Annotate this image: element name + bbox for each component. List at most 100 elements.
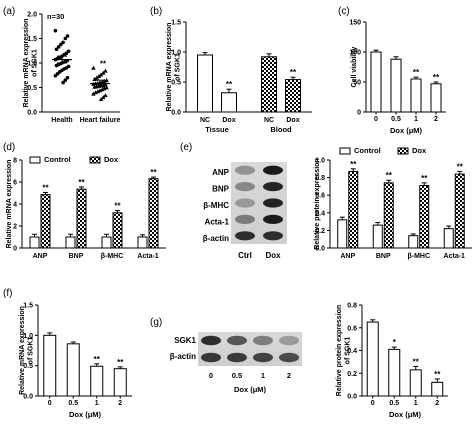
significance-label: ** bbox=[413, 357, 420, 366]
data-point-health bbox=[63, 78, 68, 82]
y-axis-label: Relative mRNA expression bbox=[166, 23, 173, 112]
bar-control bbox=[101, 236, 112, 249]
bar bbox=[43, 334, 57, 397]
blot-band bbox=[201, 335, 221, 346]
significance-label: * bbox=[393, 338, 397, 347]
y-tick-label: 0 bbox=[357, 110, 361, 117]
blot-band bbox=[235, 182, 255, 192]
blot-row-label: β-actin bbox=[170, 352, 196, 361]
y-tick-label: 8 bbox=[13, 158, 17, 165]
x-tick-label: 0 bbox=[374, 116, 378, 123]
y-tick-label: 0.5 bbox=[27, 85, 37, 92]
panel-label-a: (a) bbox=[3, 6, 15, 17]
data-point-health bbox=[53, 28, 58, 33]
blot-row-label: BNP bbox=[212, 185, 230, 194]
bar bbox=[66, 343, 80, 397]
y-tick-label: 0.6 bbox=[315, 193, 325, 200]
bar bbox=[197, 54, 213, 113]
sample-size-annotation: n=30 bbox=[47, 12, 64, 21]
blot-band bbox=[235, 231, 255, 241]
y-tick-label: 0.4 bbox=[315, 210, 325, 217]
bar bbox=[431, 381, 444, 397]
data-point-health bbox=[53, 73, 58, 78]
bar-control bbox=[443, 228, 454, 249]
x-tick-label: 1 bbox=[95, 400, 99, 407]
data-point-heart-failure bbox=[93, 90, 98, 95]
data-point-heart-failure bbox=[98, 72, 104, 77]
data-point-health bbox=[65, 75, 70, 80]
x-axis-label: Dox (μM) bbox=[389, 410, 422, 419]
x-tick-label: 2 bbox=[434, 116, 438, 123]
x-tick-label: 2 bbox=[435, 400, 439, 407]
x-tick-label: 0.5 bbox=[391, 116, 401, 123]
blot-lane-label: 2 bbox=[287, 371, 291, 380]
y-tick-label: 0.0 bbox=[347, 394, 357, 401]
y-axis-label: of SGK1 bbox=[175, 53, 182, 81]
y-axis-label: Cell viability bbox=[351, 46, 358, 87]
significance-label: ** bbox=[386, 171, 393, 180]
data-point-health bbox=[59, 42, 63, 47]
blot-row-label: β-MHC bbox=[203, 201, 229, 210]
data-point-heart-failure bbox=[94, 75, 99, 80]
western-blot-e bbox=[231, 162, 287, 244]
bar bbox=[430, 83, 442, 113]
y-tick-label: 0.2 bbox=[315, 228, 325, 235]
y-tick-label: 0.6 bbox=[347, 325, 357, 332]
x-tick-label: 0.5 bbox=[389, 400, 399, 407]
y-tick-label: 1.5 bbox=[23, 303, 33, 310]
legend-label: Control bbox=[44, 155, 71, 164]
x-tick-label: ANP bbox=[340, 253, 355, 260]
western-blot-g bbox=[198, 332, 302, 366]
x-tick-label: BNP bbox=[69, 253, 84, 260]
significance-label: ** bbox=[114, 202, 121, 211]
data-point-heart-failure bbox=[92, 84, 97, 89]
x-tick-label: 1 bbox=[414, 116, 418, 123]
x-tick-label: 0.5 bbox=[68, 400, 78, 407]
y-tick-label: 1.0 bbox=[23, 333, 33, 340]
bar bbox=[221, 92, 237, 113]
group-label-blood: Blood bbox=[270, 125, 292, 134]
data-point-health bbox=[65, 34, 70, 38]
bar-dox bbox=[348, 170, 359, 249]
y-tick-label: 0.0 bbox=[171, 110, 181, 117]
x-tick-label: Acta-1 bbox=[444, 253, 466, 260]
significance-label: ** bbox=[433, 73, 440, 82]
blot-band bbox=[227, 335, 247, 346]
bar-control bbox=[372, 224, 383, 249]
blot-band bbox=[263, 214, 283, 224]
x-tick-label: β-MHC bbox=[407, 253, 430, 260]
blot-lane-label: Ctrl bbox=[238, 251, 252, 260]
blot-band bbox=[235, 198, 255, 208]
blot-band bbox=[235, 165, 255, 175]
bar-control bbox=[29, 236, 40, 249]
data-point-heart-failure bbox=[91, 65, 96, 70]
bar-dox bbox=[148, 178, 159, 249]
significance-label: ** bbox=[413, 68, 420, 77]
blot-row-label: SGK1 bbox=[174, 336, 196, 345]
blot-row-label: ANP bbox=[212, 168, 230, 177]
bar-dox bbox=[383, 182, 394, 249]
bar-control bbox=[337, 219, 348, 249]
y-tick-label: 1.5 bbox=[27, 36, 37, 43]
legend-label: Control bbox=[354, 146, 381, 155]
y-tick-label: 0.2 bbox=[347, 371, 357, 378]
data-point-heart-failure bbox=[103, 68, 108, 73]
y-tick-label: 1.0 bbox=[171, 50, 181, 57]
data-point-health bbox=[56, 45, 61, 49]
data-point-heart-failure bbox=[101, 95, 106, 100]
bar bbox=[409, 369, 422, 397]
x-tick-label: 1 bbox=[414, 400, 418, 407]
significance-label: ** bbox=[350, 160, 357, 169]
data-point-health bbox=[54, 63, 59, 68]
x-tick-label: β-MHC bbox=[101, 253, 124, 260]
legend-swatch bbox=[339, 147, 351, 155]
panel-label-b: (b) bbox=[150, 6, 162, 17]
x-tick-label: Health bbox=[51, 117, 72, 124]
legend-label: Dox bbox=[412, 146, 427, 155]
x-tick-label: 0 bbox=[48, 400, 52, 407]
significance-label: ** bbox=[421, 174, 428, 183]
y-tick-label: 4 bbox=[13, 202, 17, 209]
blot-band bbox=[263, 165, 283, 175]
significance-label: ** bbox=[42, 183, 49, 192]
significance-label: ** bbox=[457, 162, 464, 171]
